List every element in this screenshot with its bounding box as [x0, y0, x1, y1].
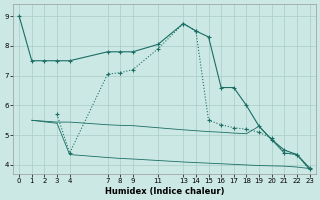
X-axis label: Humidex (Indice chaleur): Humidex (Indice chaleur)	[105, 187, 224, 196]
